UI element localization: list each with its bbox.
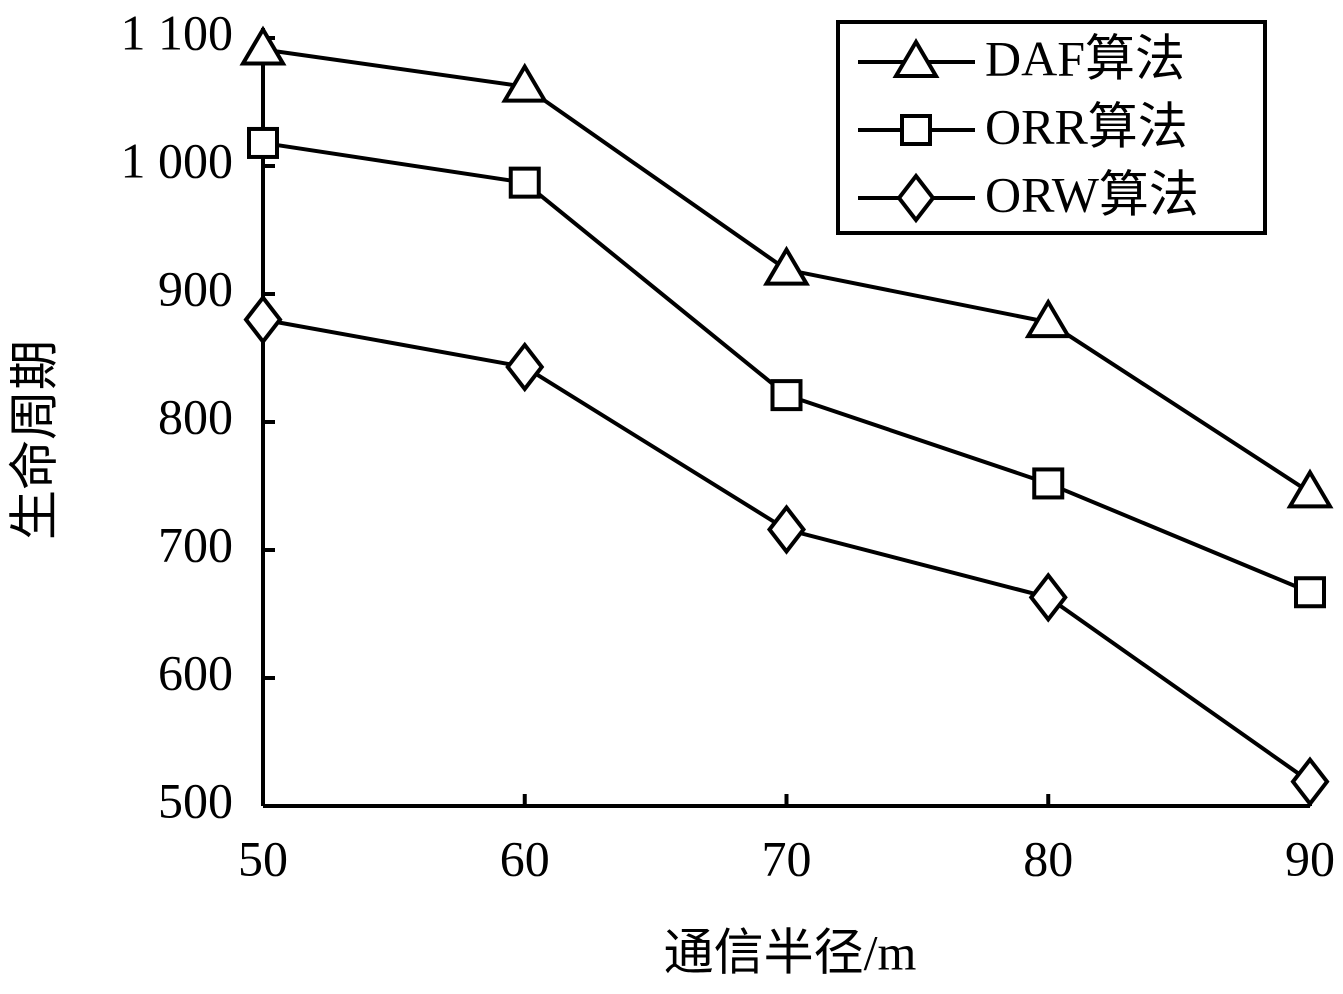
data-point [501, 62, 549, 103]
x-tick-label: 80 [1023, 830, 1073, 886]
legend-marker [892, 38, 940, 78]
x-tick-label: 60 [500, 830, 550, 886]
data-point [766, 504, 807, 555]
legend-marker [900, 114, 932, 146]
legend-label: DAF算法 [985, 30, 1185, 86]
y-tick-label: 500 [158, 772, 233, 828]
x-axis-label: 通信半径/m [664, 924, 917, 980]
data-point [770, 379, 803, 412]
data-point [247, 126, 279, 159]
data-point [1286, 468, 1334, 509]
legend-label: ORR算法 [985, 98, 1188, 154]
legend-label: ORW算法 [985, 166, 1199, 222]
data-point [1032, 467, 1065, 500]
y-tick-label: 1 100 [121, 4, 234, 60]
data-point [1028, 572, 1068, 623]
y-tick-label: 700 [158, 516, 233, 572]
x-tick-label: 50 [238, 830, 288, 886]
y-axis-label: 生命周期 [6, 340, 62, 540]
x-tick-label: 90 [1285, 830, 1335, 886]
y-tick-label: 900 [158, 260, 233, 316]
data-point [508, 166, 541, 199]
data-point [505, 341, 545, 393]
data-point [243, 294, 283, 345]
legend-marker [896, 172, 936, 224]
data-point [763, 245, 810, 286]
y-tick-label: 600 [158, 644, 233, 700]
data-point [1024, 298, 1072, 339]
y-tick-label: 800 [158, 388, 233, 444]
data-point [1290, 756, 1330, 807]
x-tick-label: 70 [762, 830, 812, 886]
data-point [239, 25, 287, 66]
data-point [1294, 576, 1326, 609]
y-tick-label: 1 000 [121, 132, 234, 188]
